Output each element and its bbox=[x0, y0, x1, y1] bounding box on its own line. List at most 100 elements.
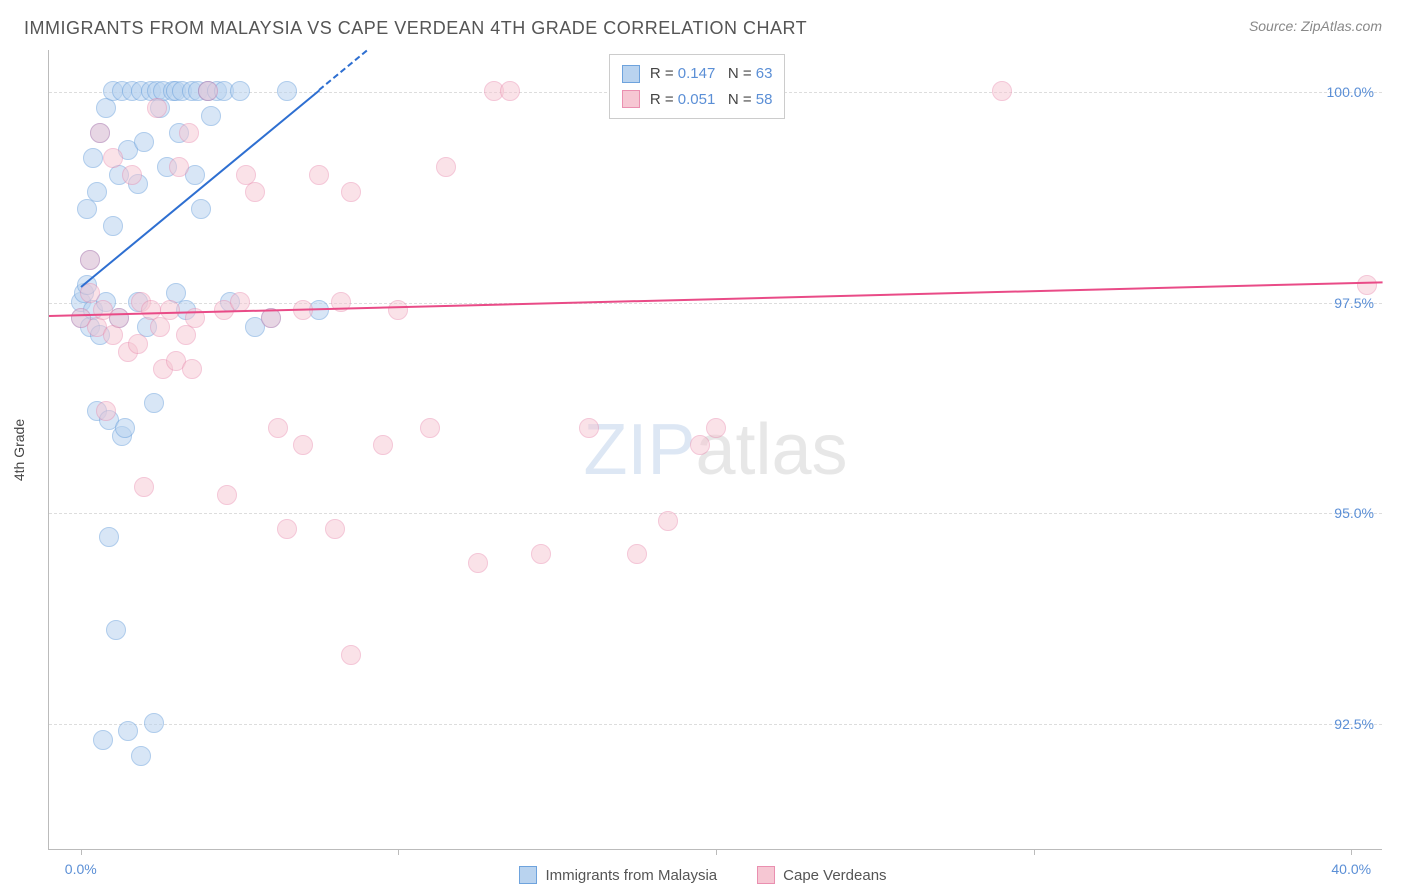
data-point-capeverdean bbox=[341, 645, 361, 665]
data-point-capeverdean bbox=[128, 334, 148, 354]
data-point-capeverdean bbox=[150, 317, 170, 337]
data-point-capeverdean bbox=[245, 182, 265, 202]
data-point-malaysia bbox=[166, 283, 186, 303]
data-point-malaysia bbox=[201, 106, 221, 126]
data-point-capeverdean bbox=[169, 157, 189, 177]
y-tick-label: 95.0% bbox=[1334, 505, 1374, 521]
data-point-malaysia bbox=[112, 426, 132, 446]
data-point-capeverdean bbox=[103, 325, 123, 345]
stats-row-malaysia: R = 0.147 N = 63 bbox=[622, 61, 773, 87]
data-point-capeverdean bbox=[373, 435, 393, 455]
source-attribution: Source: ZipAtlas.com bbox=[1249, 18, 1382, 34]
stats-legend: R = 0.147 N = 63R = 0.051 N = 58 bbox=[609, 54, 786, 119]
data-point-capeverdean bbox=[122, 165, 142, 185]
data-point-malaysia bbox=[157, 157, 177, 177]
data-point-malaysia bbox=[150, 98, 170, 118]
y-tick-label: 97.5% bbox=[1334, 295, 1374, 311]
gridline-h bbox=[49, 724, 1382, 725]
legend-item-capeverdean: Cape Verdeans bbox=[757, 866, 886, 884]
data-point-capeverdean bbox=[420, 418, 440, 438]
data-point-capeverdean bbox=[627, 544, 647, 564]
data-point-capeverdean bbox=[118, 342, 138, 362]
x-tick bbox=[398, 849, 399, 855]
stats-row-capeverdean: R = 0.051 N = 58 bbox=[622, 87, 773, 113]
data-point-capeverdean bbox=[579, 418, 599, 438]
plot-region: 4th Grade ZIPatlas 92.5%95.0%97.5%100.0%… bbox=[48, 50, 1382, 850]
data-point-capeverdean bbox=[309, 165, 329, 185]
data-point-malaysia bbox=[87, 182, 107, 202]
data-point-malaysia bbox=[106, 620, 126, 640]
data-point-malaysia bbox=[103, 216, 123, 236]
legend-swatch bbox=[622, 65, 640, 83]
data-point-malaysia bbox=[109, 165, 129, 185]
data-point-capeverdean bbox=[109, 308, 129, 328]
data-point-capeverdean bbox=[103, 148, 123, 168]
data-point-capeverdean bbox=[531, 544, 551, 564]
data-point-capeverdean bbox=[341, 182, 361, 202]
data-point-malaysia bbox=[134, 132, 154, 152]
data-point-capeverdean bbox=[134, 477, 154, 497]
data-point-capeverdean bbox=[468, 553, 488, 573]
data-point-capeverdean bbox=[147, 98, 167, 118]
y-axis-label: 4th Grade bbox=[11, 418, 27, 480]
data-point-capeverdean bbox=[153, 359, 173, 379]
data-point-malaysia bbox=[191, 199, 211, 219]
stats-text: R = 0.147 N = 63 bbox=[650, 61, 773, 87]
data-point-malaysia bbox=[80, 317, 100, 337]
data-point-capeverdean bbox=[166, 351, 186, 371]
data-point-malaysia bbox=[185, 165, 205, 185]
legend-label: Immigrants from Malaysia bbox=[545, 867, 717, 884]
data-point-capeverdean bbox=[80, 250, 100, 270]
x-tick bbox=[1034, 849, 1035, 855]
legend-swatch bbox=[519, 866, 537, 884]
data-point-malaysia bbox=[93, 730, 113, 750]
watermark: ZIPatlas bbox=[583, 409, 847, 491]
data-point-capeverdean bbox=[236, 165, 256, 185]
data-point-capeverdean bbox=[176, 325, 196, 345]
chart-title: IMMIGRANTS FROM MALAYSIA VS CAPE VERDEAN… bbox=[24, 18, 807, 39]
data-point-malaysia bbox=[96, 98, 116, 118]
data-point-capeverdean bbox=[217, 485, 237, 505]
data-point-malaysia bbox=[90, 123, 110, 143]
gridline-h bbox=[49, 513, 1382, 514]
data-point-malaysia bbox=[144, 393, 164, 413]
data-point-capeverdean bbox=[1357, 275, 1377, 295]
data-point-malaysia bbox=[99, 527, 119, 547]
data-point-capeverdean bbox=[706, 418, 726, 438]
legend-label: Cape Verdeans bbox=[783, 867, 886, 884]
gridline-h bbox=[49, 303, 1382, 304]
data-point-malaysia bbox=[83, 148, 103, 168]
legend-swatch bbox=[622, 90, 640, 108]
data-point-capeverdean bbox=[436, 157, 456, 177]
data-point-capeverdean bbox=[182, 359, 202, 379]
data-point-malaysia bbox=[137, 317, 157, 337]
data-point-capeverdean bbox=[690, 435, 710, 455]
data-point-malaysia bbox=[115, 418, 135, 438]
trend-line bbox=[49, 282, 1383, 318]
x-tick bbox=[81, 849, 82, 855]
trend-line bbox=[318, 50, 367, 91]
data-point-capeverdean bbox=[325, 519, 345, 539]
data-point-malaysia bbox=[169, 123, 189, 143]
data-point-capeverdean bbox=[71, 308, 91, 328]
x-tick bbox=[716, 849, 717, 855]
data-point-capeverdean bbox=[179, 123, 199, 143]
data-point-capeverdean bbox=[293, 435, 313, 455]
data-point-malaysia bbox=[128, 174, 148, 194]
data-point-malaysia bbox=[80, 250, 100, 270]
stats-text: R = 0.051 N = 58 bbox=[650, 87, 773, 113]
data-point-capeverdean bbox=[87, 317, 107, 337]
data-point-malaysia bbox=[87, 401, 107, 421]
chart-area: 4th Grade ZIPatlas 92.5%95.0%97.5%100.0%… bbox=[48, 50, 1382, 850]
y-tick-label: 92.5% bbox=[1334, 716, 1374, 732]
data-point-malaysia bbox=[118, 140, 138, 160]
data-point-malaysia bbox=[71, 308, 91, 328]
data-point-malaysia bbox=[74, 283, 94, 303]
data-point-capeverdean bbox=[90, 123, 110, 143]
y-tick-label: 100.0% bbox=[1327, 84, 1374, 100]
legend-item-malaysia: Immigrants from Malaysia bbox=[519, 866, 717, 884]
data-point-capeverdean bbox=[96, 401, 116, 421]
data-point-malaysia bbox=[90, 325, 110, 345]
trend-line bbox=[80, 90, 319, 288]
data-point-capeverdean bbox=[277, 519, 297, 539]
